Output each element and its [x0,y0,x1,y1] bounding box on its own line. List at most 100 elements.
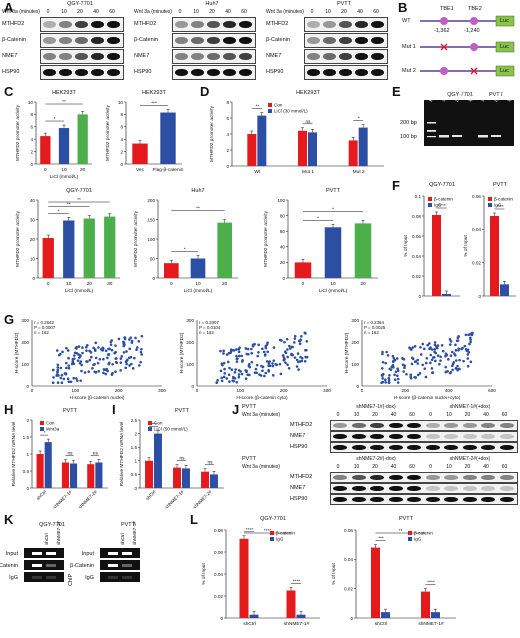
scatter-point [305,355,308,359]
chart-l-qgy7701: QGY-7701 0 0.02 0.04 0.06 0.08 % of Input shCtr… [201,516,320,627]
legend-label: β-catenin [414,531,433,536]
scatter-point [384,378,387,382]
scatter-point [304,332,307,335]
scatter-point [430,358,434,362]
legend-label: IgG [276,537,284,542]
scatter-point [439,359,442,362]
scatter-point [222,349,225,353]
scatter-point [81,346,84,349]
bar [190,258,206,278]
scatter-point [133,356,136,360]
scatter-point [257,343,261,347]
chart-c-hek293t-flag: HEK293T 0 2 4 6 8 10 MTHFD2 promoter activity Ve… [105,90,184,173]
chart-h-pvtt-wnt3a: PVTT 0 0.5 1 1.5 2 Relative MTHFD2 mRNA level s… [11,408,108,508]
bar [257,115,267,166]
scatter-point [85,345,88,349]
blot-band [333,496,347,503]
scatter-point [448,338,452,341]
scatter-point [286,348,289,351]
scatter-point [229,351,232,355]
x-axis-label: LiCl (mmol/L) [65,288,94,294]
scatter-point [395,357,399,360]
scatter-point [240,354,244,358]
category-label: shCtrl [375,621,388,627]
legend-swatch [270,531,274,535]
scatter-point [67,364,71,367]
legend-label: Con [274,103,283,108]
scatter-point [234,348,238,351]
chart-title: PVTT [175,408,190,414]
scatter-point [271,374,275,377]
scatter-point [396,374,399,378]
bar [217,222,232,278]
scatter-point [244,347,248,350]
scatter-point [234,368,237,371]
x-tick-label: 0 [196,388,199,393]
y-tick-label: 0.04 [472,227,481,232]
y-tick-label: 100 [277,198,285,203]
blot-row-label: HSP90 [134,69,152,75]
chart-title: PVTT [399,516,414,522]
panel-label-l: L [190,512,198,527]
scatter-point [93,362,96,366]
blot-band [444,444,458,451]
blot-band [407,433,421,440]
sig-label: *** [378,536,384,542]
scatter-point [441,349,445,353]
scatter-point [94,371,98,374]
blot-band [75,68,88,77]
x-tick-label: 200 [280,388,288,393]
blot-strip [40,33,124,48]
blot-strip [304,17,388,32]
scatter-point [304,348,307,352]
blot-band [175,68,188,77]
blot-band [370,433,384,440]
scatter-point [75,351,79,355]
blot-band [499,444,514,451]
scatter-point [123,343,126,346]
panel-label-g: G [4,312,15,327]
scatter-point [96,361,100,365]
time-label: 20 [464,412,471,418]
blot-band [339,52,352,61]
blot-strip [330,494,518,505]
x-tick-label: 0 [31,388,34,393]
x-axis-label: H-score (β-catenin cyto) [236,395,288,401]
scatter-point [445,353,449,357]
scatter-point [266,350,269,354]
sig-label: ** [255,104,259,110]
scatter-point [79,354,82,357]
blot-band [239,36,252,45]
y-tick-label: 0 [30,162,33,167]
panel-label-e: E [392,84,401,99]
scatter-point [105,367,108,371]
scatter-point [220,379,224,383]
tbe1-label: TBE1 [440,6,454,12]
blot-band [407,422,421,429]
blot-strip [40,17,124,32]
scatter-point [436,354,440,357]
y-tick-label: 0 [226,164,229,169]
blot-strip [330,420,518,431]
chip-row-label: IgG [9,575,18,581]
category-label: 0 [47,281,50,287]
scatter-point [396,369,400,373]
scatter-point [385,350,388,354]
scatter-point [128,364,131,367]
blot-row-label: HSP90 [290,496,308,502]
sig-label: **** [438,203,446,209]
blot-band [43,52,56,61]
scatter-point [222,375,226,379]
blot-band [43,36,56,45]
chip-gel-band [46,552,56,555]
time-label: 40 [225,9,231,15]
time-label: 0 [429,464,432,470]
scatter-point [413,345,417,348]
blot-row-label: β-Catenin [2,37,26,43]
scatter-point [411,346,415,349]
scatter-point [123,336,126,339]
chip-cell-label: PVTT [120,522,136,528]
chip-lane-label: shCtrl [120,533,125,545]
scatter-point [110,373,114,376]
p-value: P = 0.0025 [364,325,386,330]
